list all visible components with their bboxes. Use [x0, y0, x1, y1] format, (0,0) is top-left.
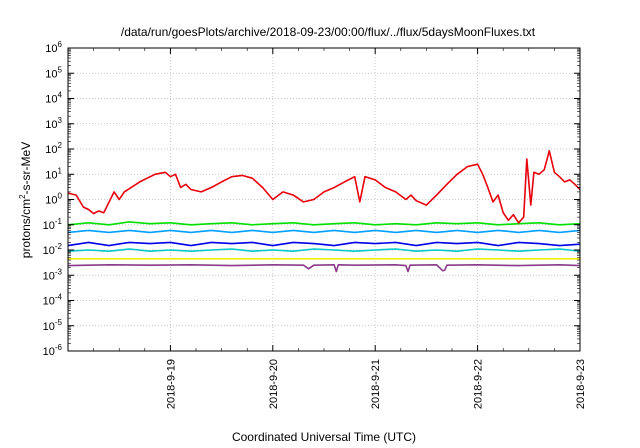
y-tick-label: 104: [45, 91, 62, 106]
y-axis-label: protons/cm2-s-sr-MeV: [18, 142, 33, 258]
x-axis-label: Coordinated Universal Time (UTC): [232, 430, 416, 444]
x-tick-label: 2018-9-21: [370, 359, 382, 409]
y-tick-labels: 10-6 10-5 10-4 10-3 10-2 10-1 100 101 102 103 104 1…: [43, 40, 63, 358]
y-tick-label: 101: [45, 166, 62, 181]
x-tick-label: 2018-9-23: [575, 359, 587, 409]
series-line-2: [67, 229, 581, 234]
y-axis-label-suffix: -s-sr-MeV: [19, 142, 33, 195]
y-tick-label: 102: [45, 141, 62, 156]
series-layer: [67, 150, 581, 273]
y-tick-label: 10-1: [43, 217, 63, 232]
series-line-4: [67, 248, 581, 252]
y-tick-label: 10-5: [43, 318, 63, 333]
x-tick-label: 2018-9-20: [268, 359, 280, 409]
ticks: [68, 47, 581, 352]
x-tick-labels: 2018-9-19 2018-9-20 2018-9-21 2018-9-22 2018…: [165, 359, 587, 409]
y-axis-label-sup: 2: [18, 194, 27, 199]
y-axis-label-prefix: protons/cm: [19, 199, 33, 258]
y-tick-label: 106: [45, 40, 62, 55]
y-tick-label: 10-6: [43, 343, 63, 358]
series-line-0: [67, 150, 581, 224]
series-line-1: [67, 221, 581, 226]
chart-title: /data/run/goesPlots/archive/2018-09-23/0…: [121, 25, 536, 39]
series-line-3: [67, 241, 581, 247]
y-tick-label: 10-4: [43, 293, 63, 308]
y-tick-label: 10-2: [43, 242, 63, 257]
y-tick-label: 105: [45, 65, 62, 80]
y-tick-label: 10-3: [43, 267, 63, 282]
y-tick-label: 100: [45, 192, 62, 207]
grid: [68, 48, 580, 351]
y-tick-label: 103: [45, 116, 62, 131]
x-tick-label: 2018-9-22: [473, 359, 485, 409]
x-tick-label: 2018-9-19: [165, 359, 177, 409]
series-line-6: [67, 264, 581, 273]
